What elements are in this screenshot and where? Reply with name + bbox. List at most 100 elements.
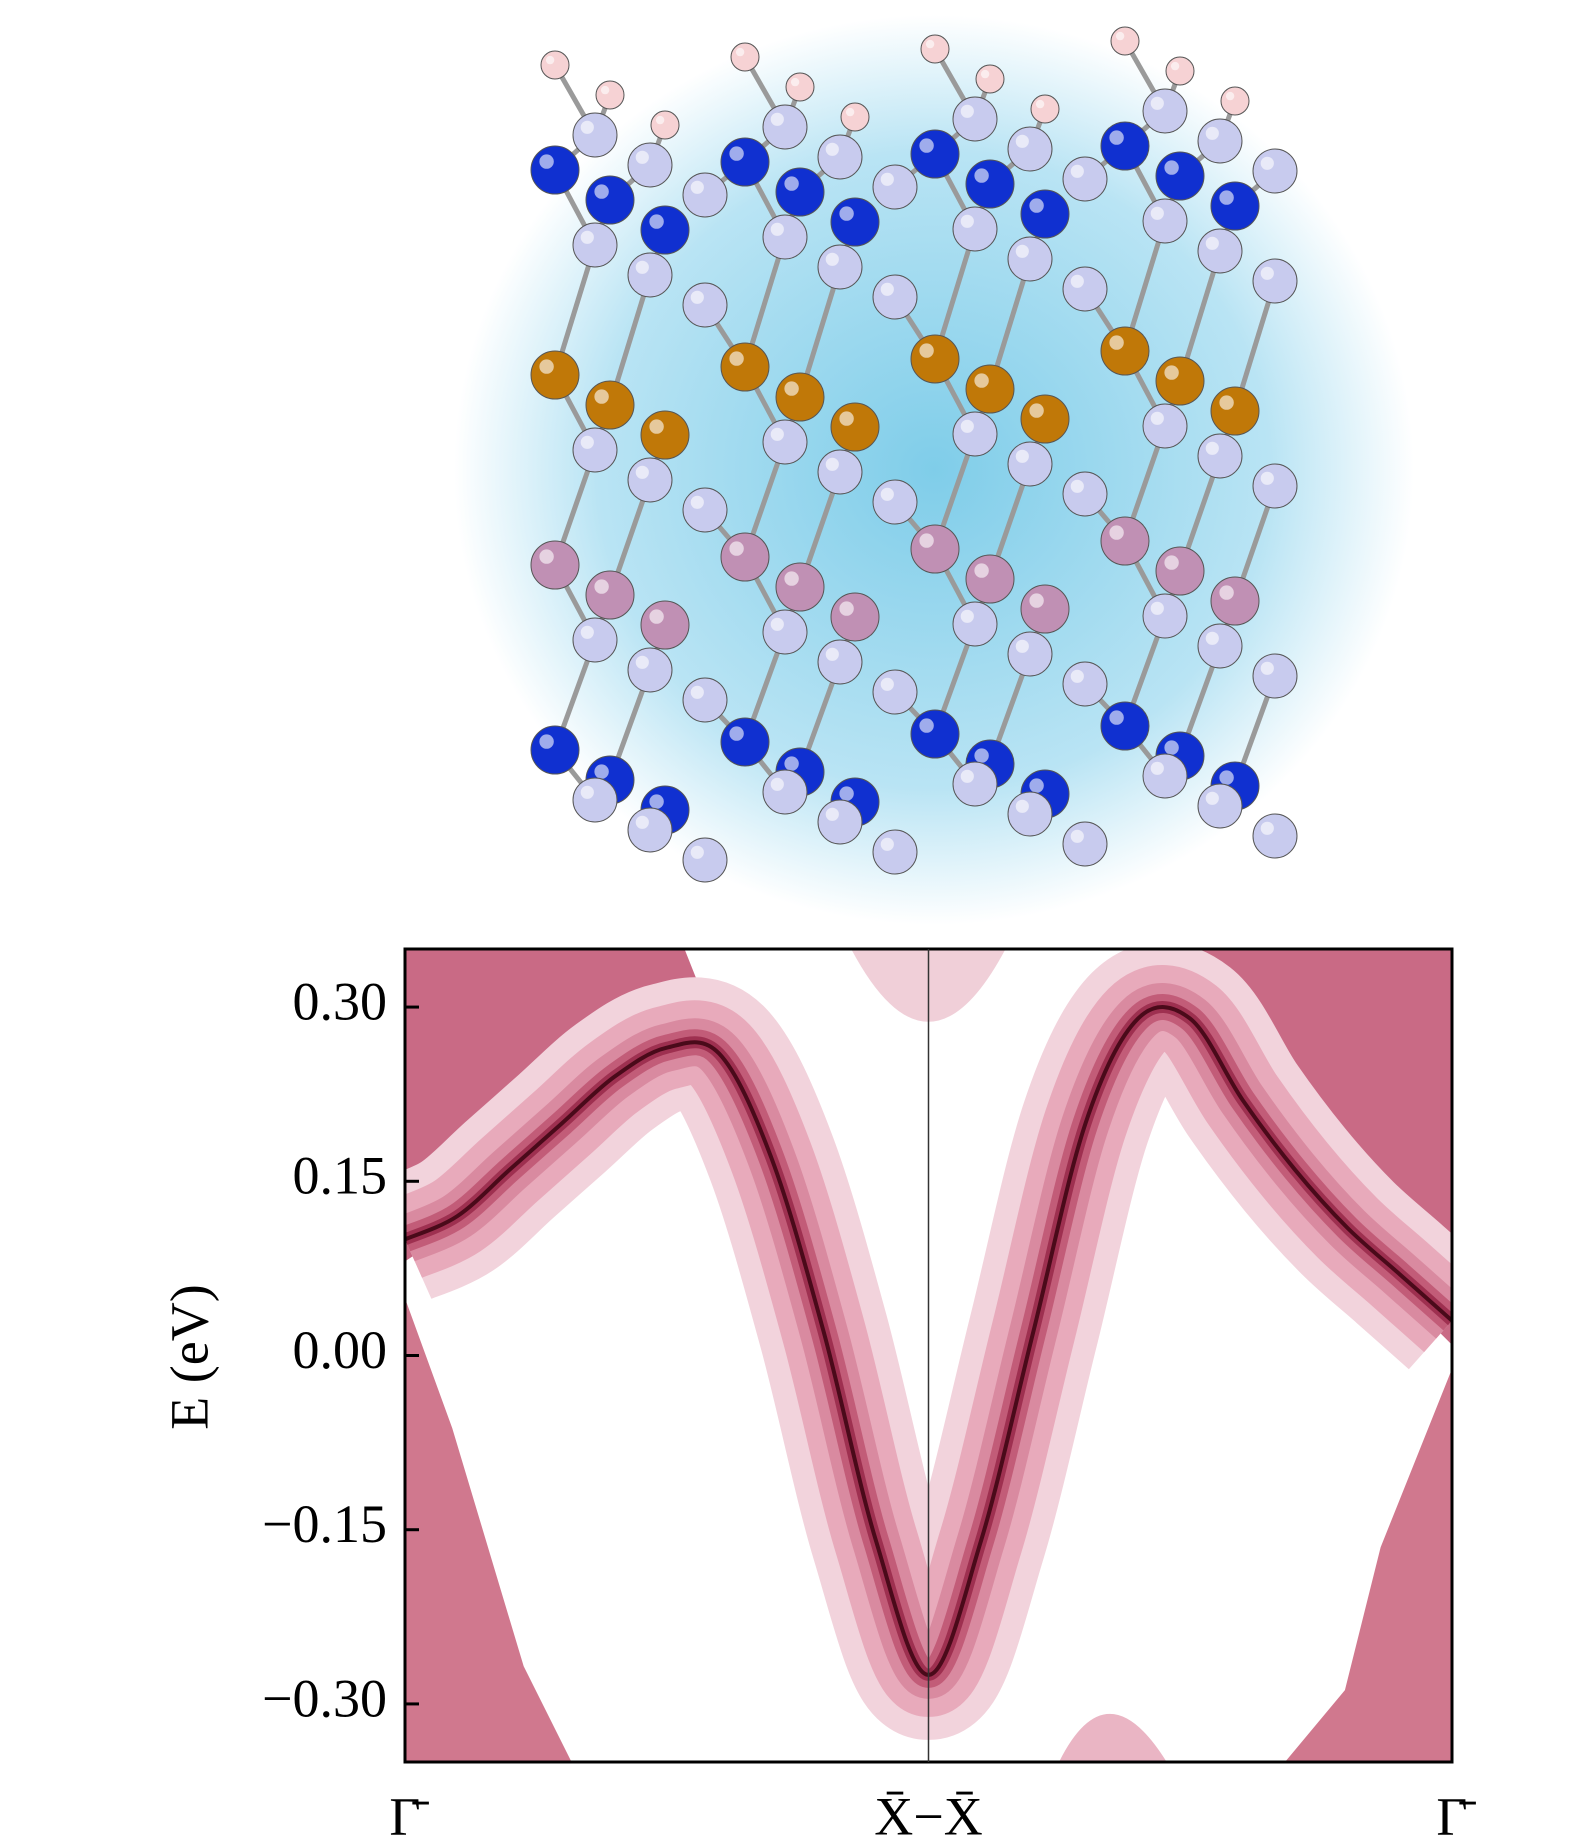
atom	[640, 600, 690, 650]
atom	[1197, 623, 1243, 669]
x-tick-label: Γ̄	[1436, 1786, 1476, 1846]
y-tick-label: −0.15	[262, 1494, 387, 1554]
atom	[530, 725, 580, 775]
atom-highlight	[1260, 821, 1274, 835]
x-tick-label: X̄−X̄	[874, 1786, 982, 1846]
atom	[775, 167, 825, 217]
atom	[830, 402, 880, 452]
y-tick-label: 0.00	[293, 1320, 388, 1380]
atom-highlight	[635, 260, 649, 274]
atom	[1165, 56, 1195, 86]
atom	[1210, 181, 1260, 231]
atom	[1030, 94, 1060, 124]
atom-highlight	[649, 609, 664, 624]
x-tick-label: Γ̄	[389, 1786, 429, 1846]
atom-highlight	[960, 609, 974, 623]
atom-highlight	[580, 625, 594, 639]
atom-highlight	[690, 495, 704, 509]
atom-highlight	[1260, 266, 1274, 280]
atom	[720, 137, 770, 187]
atom	[1007, 126, 1053, 172]
atom-highlight	[925, 39, 935, 49]
atom-highlight	[919, 533, 934, 548]
atom-highlight	[580, 120, 594, 134]
atom	[1220, 86, 1250, 116]
atom-highlight	[960, 769, 974, 783]
crystal-structure	[454, 15, 1414, 925]
atom-highlight	[825, 457, 839, 471]
atom-highlight	[580, 435, 594, 449]
atom-highlight	[974, 563, 989, 578]
atom	[530, 540, 580, 590]
atom	[572, 427, 618, 473]
atom	[1062, 661, 1108, 707]
atom	[720, 342, 770, 392]
atom	[1210, 576, 1260, 626]
atom	[910, 709, 960, 759]
atom	[1007, 441, 1053, 487]
atom-highlight	[649, 794, 664, 809]
atom-highlight	[839, 206, 854, 221]
bulk-region	[1285, 1368, 1453, 1762]
atom-highlight	[1070, 479, 1084, 493]
atom-highlight	[594, 764, 609, 779]
atom-highlight	[770, 222, 784, 236]
atom	[920, 34, 950, 64]
atom-highlight	[1070, 829, 1084, 843]
atom	[1252, 813, 1298, 859]
atom-highlight	[690, 180, 704, 194]
atom	[1020, 394, 1070, 444]
atom	[1142, 198, 1188, 244]
atom	[910, 334, 960, 384]
atom-highlight	[974, 748, 989, 763]
atom-highlight	[690, 290, 704, 304]
atom	[1100, 121, 1150, 171]
atom	[682, 172, 728, 218]
atom-highlight	[839, 601, 854, 616]
atom-highlight	[1260, 156, 1274, 170]
atom-highlight	[1070, 274, 1084, 288]
atom-highlight	[919, 138, 934, 153]
atom-highlight	[1164, 160, 1179, 175]
atom	[530, 145, 580, 195]
atom	[572, 617, 618, 663]
atom-highlight	[980, 69, 990, 79]
atom-highlight	[729, 726, 744, 741]
atom	[910, 524, 960, 574]
atom	[1007, 236, 1053, 282]
atom-highlight	[960, 104, 974, 118]
atom-highlight	[784, 381, 799, 396]
atom	[872, 669, 918, 715]
atom	[540, 50, 570, 80]
atom	[952, 411, 998, 457]
atom	[1062, 156, 1108, 202]
atom-highlight	[1205, 441, 1219, 455]
atom	[1020, 189, 1070, 239]
atom-highlight	[690, 845, 704, 859]
atom	[572, 222, 618, 268]
atom	[872, 829, 918, 875]
atom-highlight	[539, 549, 554, 564]
atom	[640, 205, 690, 255]
atom	[1197, 433, 1243, 479]
atom	[830, 197, 880, 247]
atom-highlight	[1150, 761, 1164, 775]
atom	[1100, 701, 1150, 751]
atom	[762, 769, 808, 815]
atom-highlight	[880, 487, 894, 501]
atom	[585, 175, 635, 225]
atom	[965, 159, 1015, 209]
atom-highlight	[1150, 601, 1164, 615]
atom	[1155, 546, 1205, 596]
atom-highlight	[974, 168, 989, 183]
atom-highlight	[880, 282, 894, 296]
atom	[952, 601, 998, 647]
atom	[1142, 753, 1188, 799]
atom-highlight	[1205, 126, 1219, 140]
atom-highlight	[1205, 631, 1219, 645]
bulk-region	[1059, 1713, 1167, 1762]
atom-highlight	[1015, 799, 1029, 813]
atom	[952, 206, 998, 252]
atom-highlight	[635, 815, 649, 829]
atom	[627, 142, 673, 188]
